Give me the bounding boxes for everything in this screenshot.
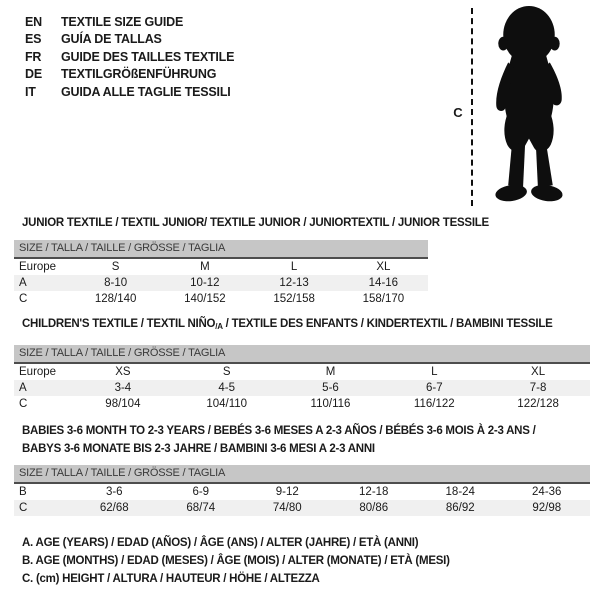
height-measure-label: C xyxy=(453,105,463,120)
row-label: B xyxy=(19,486,27,498)
babies-row-months: B 3-6 6-9 9-12 12-18 18-24 24-36 xyxy=(14,484,590,500)
guide-title-fr: GUIDE DES TAILLES TEXTILE xyxy=(61,49,235,64)
table-cell: 5-6 xyxy=(322,382,339,394)
junior-row-age: A 8-10 10-12 12-13 14-16 xyxy=(14,275,428,291)
note-height: C. (cm) HEIGHT / ALTURA / HAUTEUR / HÖHE… xyxy=(22,573,320,585)
table-cell: 12-13 xyxy=(279,277,309,289)
table-cell: M xyxy=(325,366,336,378)
children-size-header-bar: SIZE / TALLA / TAILLE / GRÖSSE / TAGLIA xyxy=(14,345,590,364)
language-code-it: IT xyxy=(25,84,36,99)
language-row-fr: FR GUIDE DES TAILLES TEXTILE xyxy=(25,48,234,66)
table-cell: 18-24 xyxy=(445,486,475,498)
section-title-babies: BABIES 3-6 MONTH TO 2-3 YEARS / BEBÉS 3-… xyxy=(22,422,536,458)
table-cell: 128/140 xyxy=(94,293,137,305)
row-label: A xyxy=(19,382,27,394)
junior-row-height: C 128/140 140/152 152/158 158/170 xyxy=(14,291,428,307)
babies-row-height: C 62/68 68/74 74/80 80/86 86/92 92/98 xyxy=(14,500,590,516)
guide-title-es: GUÍA DE TALLAS xyxy=(61,32,162,47)
table-cell: 74/80 xyxy=(272,502,302,514)
row-label: Europe xyxy=(19,261,57,273)
section-title-children-sub: /A xyxy=(215,322,223,331)
table-cell: 104/110 xyxy=(206,398,248,410)
table-cell: M xyxy=(200,261,210,273)
table-cell: S xyxy=(111,261,120,273)
table-cell: 8-10 xyxy=(104,277,128,289)
section-title-babies-line1: BABIES 3-6 MONTH TO 2-3 YEARS / BEBÉS 3-… xyxy=(22,425,536,437)
note-age-years: A. AGE (YEARS) / EDAD (AÑOS) / ÂGE (ANS)… xyxy=(22,537,419,549)
language-code-en: EN xyxy=(25,14,42,29)
children-row-height: C 98/104 104/110 110/116 116/122 122/128 xyxy=(14,396,590,412)
section-title-children-part1: CHILDREN'S TEXTILE / TEXTIL NIÑO xyxy=(22,318,216,330)
table-cell: 152/158 xyxy=(273,293,315,305)
table-cell: 98/104 xyxy=(105,398,141,410)
table-cell: 62/68 xyxy=(99,502,129,514)
table-cell: 122/128 xyxy=(517,398,559,410)
guide-title-de: TEXTILGRÖßENFÜHRUNG xyxy=(61,67,217,82)
children-row-europe: Europe XS S M L XL xyxy=(14,364,590,380)
table-cell: 140/152 xyxy=(184,293,226,305)
junior-size-header-bar: SIZE / TALLA / TAILLE / GRÖSSE / TAGLIA xyxy=(14,240,428,259)
table-cell: 6-7 xyxy=(425,382,443,394)
table-cell: L xyxy=(431,366,438,378)
table-cell: 14-16 xyxy=(368,277,399,289)
table-cell: 12-18 xyxy=(359,486,389,498)
guide-title-it: GUIDA ALLE TAGLIE TESSILI xyxy=(61,84,231,99)
table-cell: XL xyxy=(376,261,391,273)
children-size-table: SIZE / TALLA / TAILLE / GRÖSSE / TAGLIA … xyxy=(14,345,590,412)
junior-size-table: SIZE / TALLA / TAILLE / GRÖSSE / TAGLIA … xyxy=(14,240,428,307)
row-label: Europe xyxy=(19,366,57,378)
table-cell: 80/86 xyxy=(359,502,389,514)
table-cell: 86/92 xyxy=(445,502,475,514)
row-label: C xyxy=(19,398,28,410)
table-cell: XS xyxy=(115,366,131,378)
table-cell: 158/170 xyxy=(362,293,405,305)
table-cell: S xyxy=(222,366,231,378)
language-code-de: DE xyxy=(25,67,42,82)
table-cell: 116/122 xyxy=(413,398,455,410)
table-cell: 7-8 xyxy=(529,382,547,394)
language-row-en: EN TEXTILE SIZE GUIDE xyxy=(25,13,234,31)
language-row-it: IT GUIDA ALLE TAGLIE TESSILI xyxy=(25,83,234,101)
table-cell: 4-5 xyxy=(218,382,235,394)
table-cell: 68/74 xyxy=(186,502,216,514)
table-cell: 110/116 xyxy=(310,398,351,410)
table-cell: XL xyxy=(531,366,546,378)
babies-size-header-bar: SIZE / TALLA / TAILLE / GRÖSSE / TAGLIA xyxy=(14,465,590,484)
section-title-children-part2: / TEXTILE DES ENFANTS / KINDERTEXTIL / B… xyxy=(222,318,553,330)
guide-title-en: TEXTILE SIZE GUIDE xyxy=(61,14,184,29)
language-title-block: EN TEXTILE SIZE GUIDE ES GUÍA DE TALLAS … xyxy=(25,13,234,101)
table-cell: 9-12 xyxy=(275,486,299,498)
table-cell: 10-12 xyxy=(190,277,220,289)
junior-row-europe: Europe S M L XL xyxy=(14,259,428,275)
row-label: C xyxy=(19,502,28,514)
table-cell: 6-9 xyxy=(192,486,210,498)
section-title-junior: JUNIOR TEXTILE / TEXTIL JUNIOR/ TEXTILE … xyxy=(22,217,489,229)
row-label: C xyxy=(19,293,28,305)
legend-notes: A. AGE (YEARS) / EDAD (AÑOS) / ÂGE (ANS)… xyxy=(22,534,450,588)
language-row-de: DE TEXTILGRÖßENFÜHRUNG xyxy=(25,66,234,84)
note-age-months: B. AGE (MONTHS) / EDAD (MESES) / ÂGE (MO… xyxy=(22,555,450,567)
section-title-babies-line2: BABYS 3-6 MONATE BIS 2-3 JAHRE / BAMBINI… xyxy=(22,443,375,455)
height-measure-dashed-line xyxy=(471,8,473,206)
babies-size-table: SIZE / TALLA / TAILLE / GRÖSSE / TAGLIA … xyxy=(14,465,590,516)
table-cell: 92/98 xyxy=(532,502,562,514)
toddler-silhouette-icon xyxy=(495,5,563,202)
row-label: A xyxy=(19,277,27,289)
table-cell: 3-6 xyxy=(105,486,123,498)
table-cell: 3-4 xyxy=(114,382,132,394)
table-cell: 24-36 xyxy=(532,486,562,498)
language-code-es: ES xyxy=(25,32,42,47)
children-row-age: A 3-4 4-5 5-6 6-7 7-8 xyxy=(14,380,590,396)
language-row-es: ES GUÍA DE TALLAS xyxy=(25,31,234,49)
table-cell: L xyxy=(290,261,298,273)
section-title-children: CHILDREN'S TEXTILE / TEXTIL NIÑO/A / TEX… xyxy=(22,318,553,331)
language-code-fr: FR xyxy=(25,49,42,64)
